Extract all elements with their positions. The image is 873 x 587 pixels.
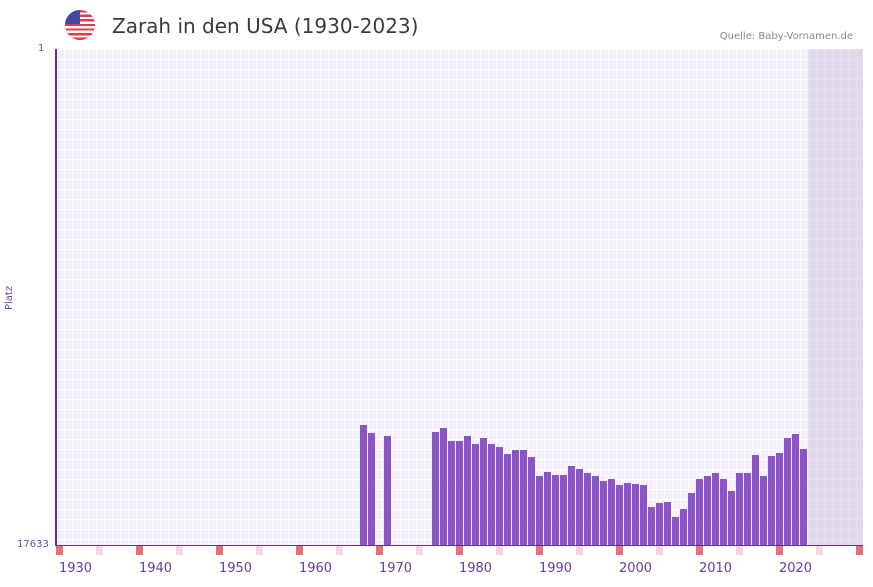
- bar-1976: [440, 428, 447, 545]
- bar-2015: [752, 455, 759, 545]
- bar-1997: [608, 479, 615, 545]
- bar-1991: [560, 475, 567, 545]
- bar-1966: [360, 425, 367, 545]
- year-marker: [96, 546, 103, 555]
- year-marker: [176, 546, 183, 555]
- bar-1978: [456, 441, 463, 545]
- x-tick-label: 2000: [619, 561, 652, 576]
- bar-2003: [656, 503, 663, 545]
- bar-1990: [552, 475, 559, 545]
- x-tick-label: 2020: [779, 561, 812, 576]
- bar-2004: [664, 502, 671, 545]
- bar-2012: [728, 491, 735, 545]
- year-marker: [136, 546, 143, 555]
- bar-2010: [712, 473, 719, 545]
- x-tick-label: 2010: [699, 561, 732, 576]
- year-marker: [416, 546, 423, 555]
- bar-1987: [528, 457, 535, 545]
- bar-1996: [600, 481, 607, 545]
- x-tick-label: 1930: [59, 561, 92, 576]
- year-marker: [56, 546, 63, 555]
- year-marker: [696, 546, 703, 555]
- x-tick-label: 1970: [379, 561, 412, 576]
- year-marker: [536, 546, 543, 555]
- year-marker: [656, 546, 663, 555]
- year-marker: [576, 546, 583, 555]
- bar-1994: [584, 473, 591, 545]
- bar-1980: [472, 444, 479, 545]
- bar-2008: [696, 479, 703, 545]
- year-marker: [216, 546, 223, 555]
- bar-2020: [792, 434, 799, 545]
- year-marker: [336, 546, 343, 555]
- bar-2019: [784, 438, 791, 545]
- bar-2009: [704, 476, 711, 545]
- bar-1984: [504, 454, 511, 545]
- year-marker: [456, 546, 463, 555]
- y-axis: [55, 49, 57, 546]
- bar-2000: [632, 484, 639, 545]
- bar-2018: [776, 453, 783, 545]
- year-marker: [376, 546, 383, 555]
- bar-2005: [672, 517, 679, 545]
- bar-1967: [368, 433, 375, 545]
- bar-2007: [688, 493, 695, 545]
- us-flag-icon: [65, 10, 95, 40]
- bar-1969: [384, 436, 391, 545]
- bar-1986: [520, 450, 527, 545]
- year-marker: [816, 546, 823, 555]
- bar-1999: [624, 483, 631, 545]
- bar-2017: [768, 456, 775, 545]
- y-tick-top: 1: [38, 43, 44, 54]
- bar-2011: [720, 479, 727, 545]
- bar-1979: [464, 436, 471, 545]
- y-axis-title: Platz: [4, 286, 15, 310]
- year-marker: [296, 546, 303, 555]
- bar-2021: [800, 449, 807, 545]
- x-tick-label: 1950: [219, 561, 252, 576]
- x-tick-label: 1960: [299, 561, 332, 576]
- bar-2002: [648, 507, 655, 545]
- bar-1985: [512, 450, 519, 545]
- bar-1998: [616, 485, 623, 545]
- bar-1983: [496, 447, 503, 545]
- year-marker: [736, 546, 743, 555]
- year-marker: [616, 546, 623, 555]
- year-marker: [776, 546, 783, 555]
- source-label: Quelle: Baby-Vornamen.de: [720, 31, 853, 42]
- chart-title: Zarah in den USA (1930-2023): [112, 14, 418, 38]
- bar-2001: [640, 485, 647, 545]
- bar-1993: [576, 469, 583, 545]
- x-tick-label: 1990: [539, 561, 572, 576]
- bar-1988: [536, 476, 543, 545]
- future-shade: [808, 49, 863, 545]
- year-marker: [856, 546, 863, 555]
- bar-1992: [568, 466, 575, 545]
- bar-2014: [744, 473, 751, 545]
- year-marker: [496, 546, 503, 555]
- bar-2016: [760, 476, 767, 545]
- x-tick-label: 1940: [139, 561, 172, 576]
- bar-1982: [488, 444, 495, 545]
- bar-1989: [544, 472, 551, 545]
- chart-root: Zarah in den USA (1930-2023) Quelle: Bab…: [0, 0, 873, 587]
- bar-1975: [432, 432, 439, 545]
- bar-1977: [448, 441, 455, 545]
- year-marker: [256, 546, 263, 555]
- bar-1995: [592, 476, 599, 545]
- bar-2006: [680, 509, 687, 545]
- y-tick-bottom: 17633: [17, 539, 49, 550]
- bar-2013: [736, 473, 743, 545]
- bar-1981: [480, 438, 487, 545]
- x-tick-label: 1980: [459, 561, 492, 576]
